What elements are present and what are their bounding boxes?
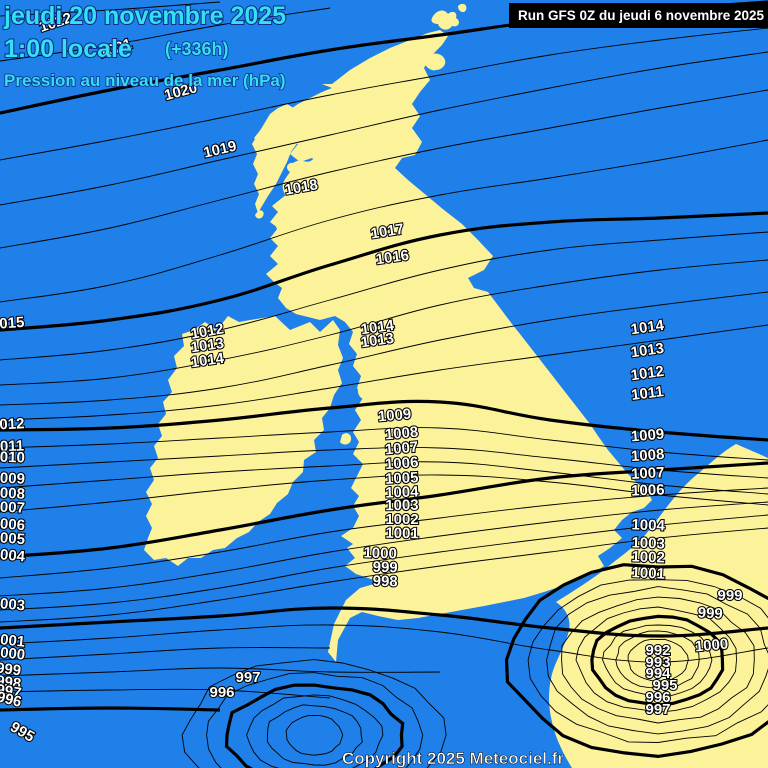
svg-text:1008: 1008	[630, 446, 664, 465]
svg-text:Copyright 2025 Meteociel.fr: Copyright 2025 Meteociel.fr	[342, 749, 564, 768]
svg-text:997: 997	[645, 701, 670, 718]
svg-text:1012: 1012	[0, 415, 25, 434]
svg-text:1001: 1001	[631, 564, 665, 583]
svg-text:997: 997	[235, 669, 260, 686]
svg-text:996: 996	[209, 684, 234, 701]
svg-text:1000: 1000	[694, 636, 729, 656]
svg-text:1009: 1009	[630, 426, 665, 446]
svg-text:1015: 1015	[0, 314, 25, 333]
svg-text:(+336h): (+336h)	[165, 39, 229, 59]
svg-text:1009: 1009	[377, 406, 412, 426]
svg-text:1001: 1001	[385, 525, 419, 543]
svg-text:1010: 1010	[0, 448, 25, 466]
svg-text:998: 998	[372, 573, 398, 591]
svg-text:Run GFS 0Z du jeudi 6 novembre: Run GFS 0Z du jeudi 6 novembre 2025	[518, 8, 765, 23]
svg-text:1004: 1004	[631, 516, 666, 534]
svg-text:1004: 1004	[0, 546, 26, 566]
svg-text:1:00 locale: 1:00 locale	[4, 35, 132, 63]
svg-text:999: 999	[717, 587, 742, 604]
svg-text:1006: 1006	[631, 481, 665, 499]
svg-text:1003: 1003	[0, 595, 26, 615]
svg-text:1007: 1007	[0, 498, 25, 517]
svg-text:jeudi 20 novembre 2025: jeudi 20 novembre 2025	[3, 2, 286, 30]
svg-text:999: 999	[697, 604, 723, 622]
svg-text:1007: 1007	[631, 464, 665, 483]
svg-text:1005: 1005	[0, 529, 26, 548]
svg-text:Pression au niveau de la mer (: Pression au niveau de la mer (hPa)	[4, 71, 286, 90]
